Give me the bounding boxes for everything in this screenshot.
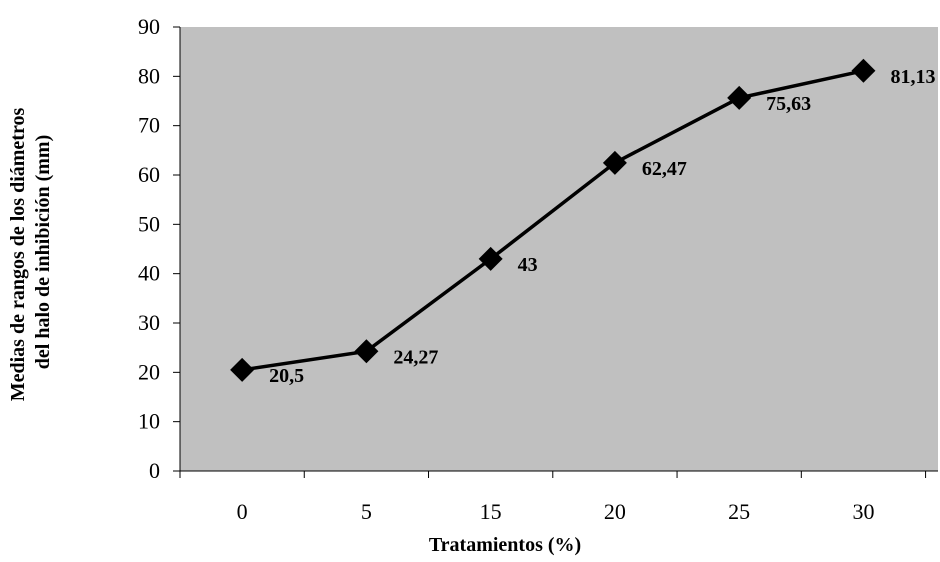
y-tick-label: 50 xyxy=(138,211,160,236)
series-marker xyxy=(354,339,379,364)
data-labels: 20,5 24,27 43 62,47 75,63 81,13 xyxy=(269,66,935,387)
plot-area xyxy=(180,27,938,471)
y-tick-label: 0 xyxy=(149,458,160,483)
series-marker xyxy=(851,58,876,83)
x-tick-label: 5 xyxy=(361,499,372,524)
axes xyxy=(179,27,938,472)
series-markers xyxy=(230,58,876,382)
y-tick-label: 30 xyxy=(138,310,160,335)
x-tick-label: 25 xyxy=(728,499,750,524)
y-tick-label: 10 xyxy=(138,409,160,434)
y-axis-title: Medias de rangos de los diámetros del ha… xyxy=(7,103,54,402)
data-label: 75,63 xyxy=(766,93,811,115)
series-marker xyxy=(727,85,752,110)
y-tick-label: 90 xyxy=(138,14,160,39)
series-marker xyxy=(478,246,503,271)
y-tick-label: 60 xyxy=(138,162,160,187)
series-marker xyxy=(230,357,255,382)
y-axis-title-line-1: Medias de rangos de los diámetros xyxy=(7,108,29,402)
data-label: 43 xyxy=(518,254,538,276)
y-tick-label: 70 xyxy=(138,113,160,138)
data-label: 81,13 xyxy=(890,66,935,88)
x-tick-label: 30 xyxy=(852,499,874,524)
y-tick-label: 20 xyxy=(138,359,160,384)
series-marker xyxy=(602,150,627,175)
series-line xyxy=(241,69,864,372)
data-label: 62,47 xyxy=(642,158,687,180)
y-tick-label: 40 xyxy=(138,261,160,286)
y-tick-label: 80 xyxy=(138,63,160,88)
data-label: 20,5 xyxy=(269,365,304,387)
data-label: 24,27 xyxy=(393,346,438,368)
x-tick-label: 15 xyxy=(480,499,502,524)
x-axis-title: Tratamientos (%) xyxy=(429,534,581,556)
x-tick-label: 0 xyxy=(237,499,248,524)
x-axis-ticks: 0 5 15 20 25 30 xyxy=(179,471,927,524)
x-tick-label: 20 xyxy=(604,499,626,524)
y-axis-title-line-2: del halo de inhibición (mm) xyxy=(32,135,54,369)
y-axis-ticks: 0 10 20 30 40 50 60 70 80 90 xyxy=(138,14,180,483)
